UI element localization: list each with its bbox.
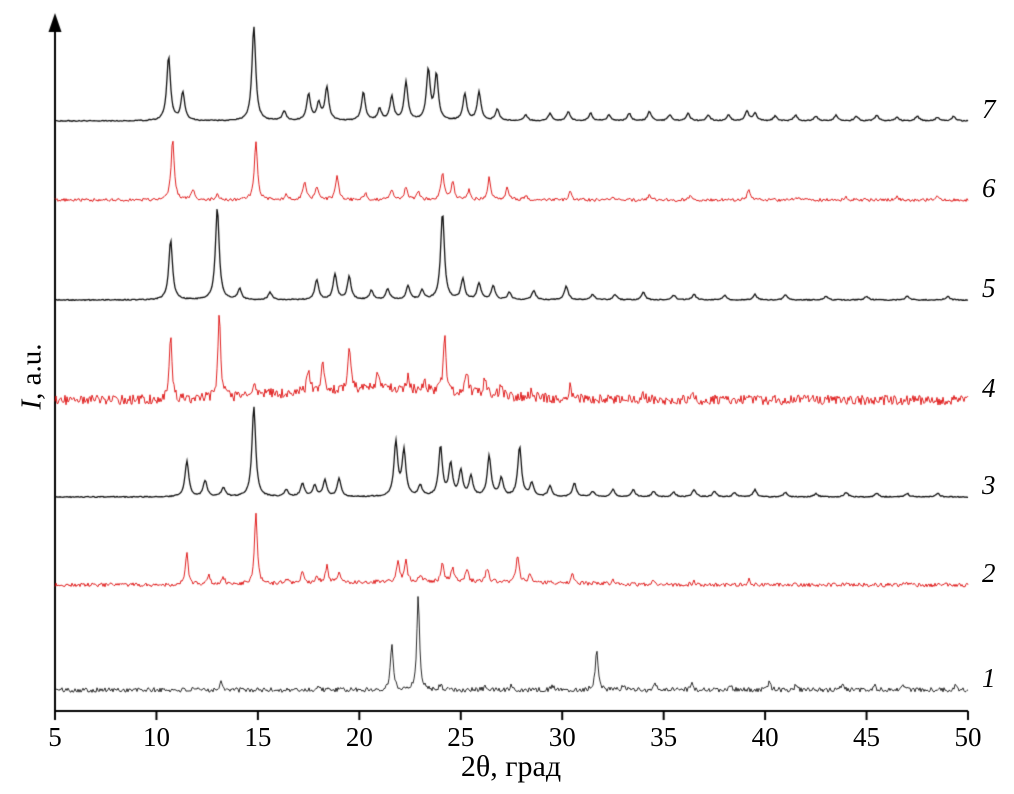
x-tick-label: 5 — [48, 722, 62, 752]
trace-label-2: 2 — [982, 558, 996, 588]
y-axis-title: I, a.u. — [16, 317, 49, 437]
y-axis-title-units: , a.u. — [15, 343, 48, 400]
trace-label-7: 7 — [982, 94, 996, 124]
y-axis-title-symbol: I — [15, 399, 48, 410]
x-axis-title: 2θ, град — [460, 750, 562, 783]
x-tick-label: 20 — [345, 722, 373, 752]
x-tick-label: 45 — [853, 722, 881, 752]
trace-label-3: 3 — [982, 470, 996, 500]
trace-label-6: 6 — [982, 173, 996, 203]
x-tick-label: 10 — [142, 722, 170, 752]
x-tick-label: 35 — [650, 722, 678, 752]
x-tick-label: 40 — [751, 722, 779, 752]
trace-label-1: 1 — [982, 663, 996, 693]
x-tick-label: 50 — [954, 722, 982, 752]
x-tick-label: 15 — [244, 722, 272, 752]
trace-label-5: 5 — [982, 273, 996, 303]
trace-label-4: 4 — [982, 373, 996, 403]
x-tick-label: 30 — [548, 722, 576, 752]
x-tick-label: 25 — [447, 722, 475, 752]
